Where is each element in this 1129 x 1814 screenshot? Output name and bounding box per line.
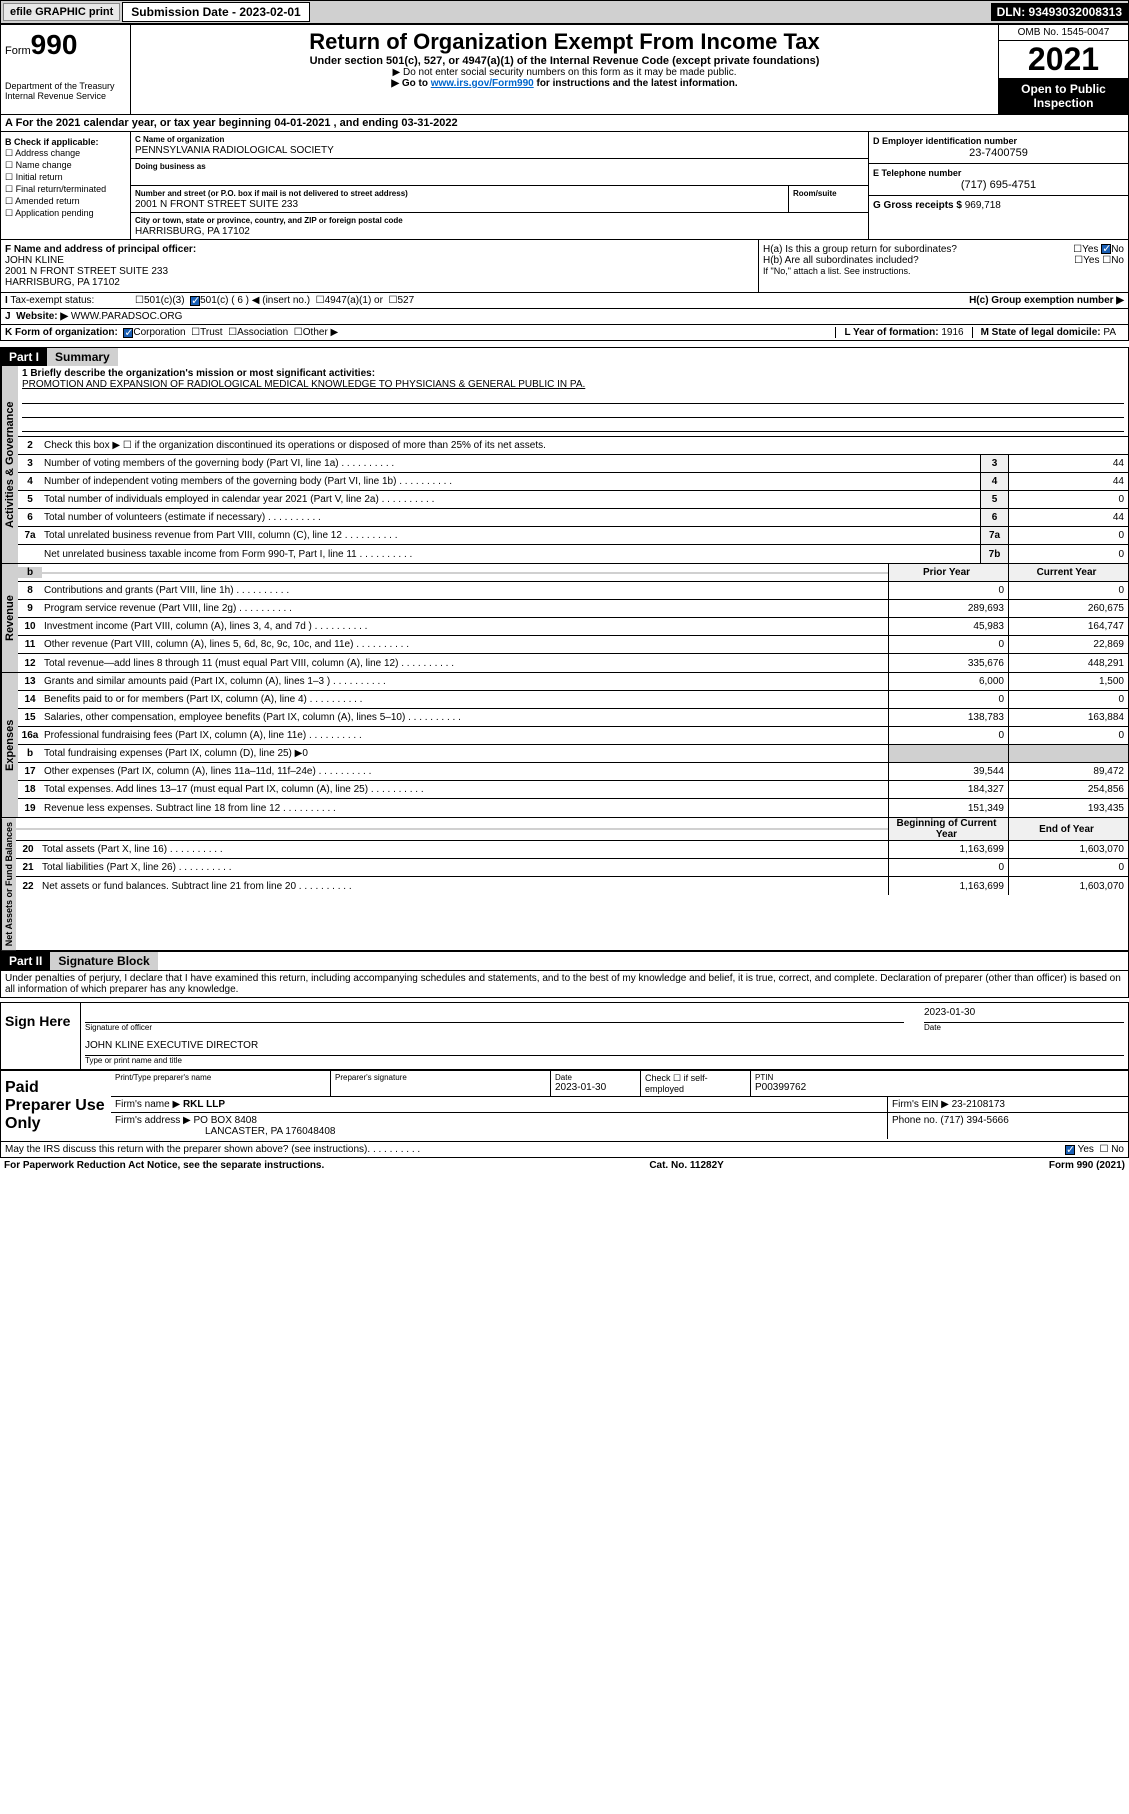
501c-checkbox[interactable] xyxy=(190,296,200,306)
part2-header: Part II xyxy=(1,952,50,970)
exp-line: 19Revenue less expenses. Subtract line 1… xyxy=(18,799,1128,817)
firm-phone: (717) 394-5666 xyxy=(940,1115,1008,1126)
form-header: Form990 Department of the Treasury Inter… xyxy=(0,24,1129,115)
form-subtitle-3: ▶ Go to www.irs.gov/Form990 for instruct… xyxy=(135,78,994,89)
col-b: B Check if applicable: ☐ Address change … xyxy=(1,132,131,239)
net-line: 21Total liabilities (Part X, line 26)00 xyxy=(16,859,1128,877)
form-subtitle-1: Under section 501(c), 527, or 4947(a)(1)… xyxy=(135,55,994,67)
gov-line: 7aTotal unrelated business revenue from … xyxy=(18,527,1128,545)
officer-block: F Name and address of principal officer:… xyxy=(0,240,1129,293)
officer-name: JOHN KLINE xyxy=(5,255,754,266)
efile-btn[interactable]: efile GRAPHIC print xyxy=(3,3,120,21)
rev-line: 8Contributions and grants (Part VIII, li… xyxy=(18,582,1128,600)
exp-line: 14Benefits paid to or for members (Part … xyxy=(18,691,1128,709)
phone: (717) 695-4751 xyxy=(873,179,1124,191)
discuss-yes[interactable] xyxy=(1065,1145,1075,1155)
sig-date: 2023-01-30 xyxy=(924,1007,1124,1023)
part1-header: Part I xyxy=(1,348,47,366)
dept-treasury: Department of the Treasury Internal Reve… xyxy=(5,81,126,101)
line-k-l-m: K Form of organization: Corporation ☐ Tr… xyxy=(0,325,1129,341)
rev-line: 10Investment income (Part VIII, column (… xyxy=(18,618,1128,636)
part2-title: Signature Block xyxy=(50,952,157,970)
rev-line: 12Total revenue—add lines 8 through 11 (… xyxy=(18,654,1128,672)
governance-section: Activities & Governance 1 Briefly descri… xyxy=(0,366,1129,564)
line-j: J Website: ▶ WWW.PARADSOC.ORG xyxy=(0,309,1129,325)
netassets-tab: Net Assets or Fund Balances xyxy=(1,818,16,950)
rev-line: 9Program service revenue (Part VIII, lin… xyxy=(18,600,1128,618)
rev-line: 11Other revenue (Part VIII, column (A), … xyxy=(18,636,1128,654)
dln: DLN: 93493032008313 xyxy=(991,3,1128,21)
expenses-tab: Expenses xyxy=(1,673,18,817)
net-line: 20Total assets (Part X, line 16)1,163,69… xyxy=(16,841,1128,859)
group-return-no[interactable] xyxy=(1101,244,1111,254)
website: WWW.PARADSOC.ORG xyxy=(71,311,182,322)
org-city: HARRISBURG, PA 17102 xyxy=(135,226,250,237)
officer-printed: JOHN KLINE EXECUTIVE DIRECTOR xyxy=(85,1040,1124,1056)
org-street: 2001 N FRONT STREET SUITE 233 xyxy=(135,199,298,210)
line-i: I Tax-exempt status: ☐ 501(c)(3) 501(c) … xyxy=(0,293,1129,309)
firm-ein: 23-2108173 xyxy=(952,1099,1005,1110)
exp-line: bTotal fundraising expenses (Part IX, co… xyxy=(18,745,1128,763)
omb-number: OMB No. 1545-0047 xyxy=(999,25,1128,41)
tax-year: 2021 xyxy=(999,41,1128,78)
org-block: B Check if applicable: ☐ Address change … xyxy=(0,132,1129,240)
paid-preparer-block: Paid Preparer Use Only Print/Type prepar… xyxy=(0,1070,1129,1142)
expenses-section: Expenses 13Grants and similar amounts pa… xyxy=(0,673,1129,818)
irs-link[interactable]: www.irs.gov/Form990 xyxy=(431,78,534,89)
submission-date: Submission Date - 2023-02-01 xyxy=(122,2,309,22)
exp-line: 16aProfessional fundraising fees (Part I… xyxy=(18,727,1128,745)
exp-line: 13Grants and similar amounts paid (Part … xyxy=(18,673,1128,691)
year-formation: 1916 xyxy=(941,327,963,338)
exp-line: 17Other expenses (Part IX, column (A), l… xyxy=(18,763,1128,781)
form-number: Form990 xyxy=(5,29,126,61)
discuss-line: May the IRS discuss this return with the… xyxy=(0,1142,1129,1158)
net-line: 22Net assets or fund balances. Subtract … xyxy=(16,877,1128,895)
ein: 23-7400759 xyxy=(873,147,1124,159)
exp-line: 18Total expenses. Add lines 13–17 (must … xyxy=(18,781,1128,799)
declaration: Under penalties of perjury, I declare th… xyxy=(0,970,1129,998)
gov-line: 6Total number of volunteers (estimate if… xyxy=(18,509,1128,527)
revenue-tab: Revenue xyxy=(1,564,18,672)
org-name: PENNSYLVANIA RADIOLOGICAL SOCIETY xyxy=(135,145,334,156)
page-footer: For Paperwork Reduction Act Notice, see … xyxy=(0,1158,1129,1173)
firm-name: RKL LLP xyxy=(183,1099,225,1110)
gov-line: Net unrelated business taxable income fr… xyxy=(18,545,1128,563)
inspection-notice: Open to Public Inspection xyxy=(999,78,1128,114)
gov-line: 3Number of voting members of the governi… xyxy=(18,455,1128,473)
netassets-section: Net Assets or Fund Balances Beginning of… xyxy=(0,818,1129,951)
revenue-section: Revenue bPrior YearCurrent Year 8Contrib… xyxy=(0,564,1129,673)
gross-receipts: 969,718 xyxy=(965,200,1001,211)
firm-addr: PO BOX 8408 xyxy=(194,1115,257,1126)
sign-here-block: Sign Here Signature of officer 2023-01-3… xyxy=(0,1002,1129,1070)
corp-checkbox[interactable] xyxy=(123,328,133,338)
gov-line: 5Total number of individuals employed in… xyxy=(18,491,1128,509)
form-subtitle-2: ▶ Do not enter social security numbers o… xyxy=(135,67,994,78)
line-a: A For the 2021 calendar year, or tax yea… xyxy=(1,115,462,131)
exp-line: 15Salaries, other compensation, employee… xyxy=(18,709,1128,727)
gov-line: 4Number of independent voting members of… xyxy=(18,473,1128,491)
form-title: Return of Organization Exempt From Incom… xyxy=(135,29,994,55)
mission-text: PROMOTION AND EXPANSION OF RADIOLOGICAL … xyxy=(22,379,585,390)
governance-tab: Activities & Governance xyxy=(1,366,18,563)
prep-date: 2023-01-30 xyxy=(555,1082,606,1093)
state-domicile: PA xyxy=(1103,327,1116,338)
ptin: P00399762 xyxy=(755,1082,806,1093)
part1-title: Summary xyxy=(47,348,118,366)
top-bar: efile GRAPHIC print Submission Date - 20… xyxy=(0,0,1129,24)
